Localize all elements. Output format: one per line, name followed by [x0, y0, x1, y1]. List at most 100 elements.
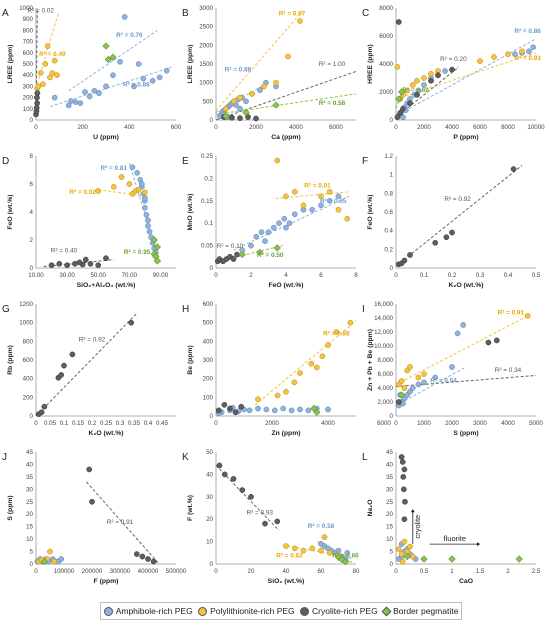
data-point — [103, 255, 109, 262]
data-point — [403, 552, 411, 561]
x-tick-label: 400 — [124, 124, 135, 131]
panel-letter: A — [2, 8, 9, 19]
y-axis-label: F (wt.%) — [187, 495, 194, 521]
y-axis-label: LREE (ppm) — [7, 45, 14, 84]
y-tick-label: 200 — [23, 394, 34, 401]
data-point — [300, 202, 307, 209]
data-point — [58, 372, 65, 378]
data-point — [515, 555, 523, 563]
x-tick-label: 0.5 — [532, 272, 541, 279]
annotation-label: cryolite — [413, 515, 422, 539]
data-point — [134, 169, 140, 176]
data-point — [414, 77, 420, 84]
r-squared-label: R² = 0.01 — [304, 182, 331, 189]
trend-line — [395, 52, 537, 100]
data-point — [326, 197, 333, 204]
data-point — [512, 51, 518, 58]
data-point — [47, 548, 53, 555]
data-point — [524, 313, 531, 319]
data-point — [399, 459, 406, 465]
data-point — [400, 114, 406, 121]
data-point — [297, 18, 303, 24]
x-axis-label: Zn (ppm) — [271, 430, 300, 437]
data-point — [400, 474, 407, 480]
data-point — [145, 223, 151, 229]
trend-line — [215, 70, 357, 121]
data-point — [401, 538, 408, 545]
x-tick-label: 4000 — [445, 124, 459, 131]
y-tick-label: 0.2 — [204, 175, 213, 182]
data-point — [432, 374, 439, 381]
panel-letter: L — [362, 452, 368, 463]
trend-line — [395, 66, 460, 118]
y-tick-label: 2000 — [199, 42, 213, 49]
x-tick-label: 90.00 — [153, 272, 169, 279]
data-point — [86, 466, 93, 473]
r-squared-label: R² = 0.02 — [27, 7, 54, 14]
data-point — [38, 409, 45, 416]
trend-line — [395, 164, 523, 267]
panel-A: A 0 200 400 600 0 100 200 300 400 500 600 700 800 900 1… — [2, 5, 182, 141]
y-tick-label: 300 — [203, 357, 214, 364]
data-point — [246, 407, 253, 414]
panel-G: G 0 0.05 0.1 0.15 0.2 0.25 0.3 0.35 0.4 0.45 0 200 40… — [2, 301, 176, 437]
data-point — [150, 236, 158, 244]
data-point — [449, 229, 455, 236]
data-point — [313, 364, 320, 371]
data-point — [118, 174, 125, 180]
y-tick-label: 0 — [390, 561, 394, 568]
x-tick-label: 0 — [394, 568, 398, 575]
y-tick-label: 8000 — [379, 5, 393, 12]
r-squared-label: R² = 0.81 — [101, 165, 128, 172]
x-tick-label: 10.00 — [28, 272, 44, 279]
data-point — [420, 555, 428, 563]
data-point — [397, 88, 406, 96]
data-point — [86, 93, 93, 100]
y-tick-label: 35 — [386, 474, 393, 481]
x-axis-label: FeO (wt.%) — [268, 282, 303, 289]
data-point — [77, 100, 84, 107]
r-squared-label: R² = 0.91 — [107, 519, 134, 526]
data-point — [56, 260, 63, 267]
y-tick-label: 0.8 — [384, 190, 393, 197]
data-point — [297, 370, 303, 376]
data-point — [407, 100, 413, 107]
y-tick-label: 25 — [386, 499, 393, 506]
data-point — [272, 101, 280, 109]
x-tick-label: 6000 — [473, 124, 487, 131]
data-point — [493, 337, 500, 344]
data-point — [401, 257, 408, 264]
data-point — [117, 58, 123, 65]
y-tick-label: 1200 — [19, 301, 33, 308]
y-tick-label: 40 — [206, 471, 213, 478]
y-tick-label: 3000 — [199, 5, 213, 12]
data-point — [245, 114, 251, 120]
x-axis-label: SiO₂+Al₂O₃ (wt.%) — [77, 282, 136, 289]
data-point — [283, 543, 289, 549]
data-point — [142, 204, 148, 211]
data-point — [54, 72, 60, 79]
x-tick-label: 8 — [354, 272, 358, 279]
y-tick-label: 500 — [203, 98, 214, 105]
data-point — [397, 110, 404, 116]
data-point — [399, 558, 406, 565]
data-point — [280, 405, 287, 412]
x-tick-label: 20 — [248, 568, 255, 575]
data-point — [258, 229, 265, 236]
data-point — [140, 75, 147, 82]
data-point — [449, 364, 455, 370]
data-point — [229, 114, 235, 121]
data-point — [491, 54, 497, 60]
data-point — [274, 518, 281, 525]
data-point — [398, 378, 405, 384]
data-point — [257, 87, 263, 93]
y-tick-label: 6,000 — [378, 371, 394, 378]
panel-letter: I — [362, 304, 365, 315]
y-axis-label: S (ppm) — [7, 495, 14, 520]
y-tick-label: 5 — [30, 549, 34, 556]
y-tick-label: 0.15 — [201, 198, 214, 205]
x-tick-label: 0.3 — [476, 272, 485, 279]
data-point — [249, 91, 255, 97]
x-tick-label: 1.5 — [476, 568, 485, 575]
x-tick-label: 300000 — [110, 568, 131, 575]
